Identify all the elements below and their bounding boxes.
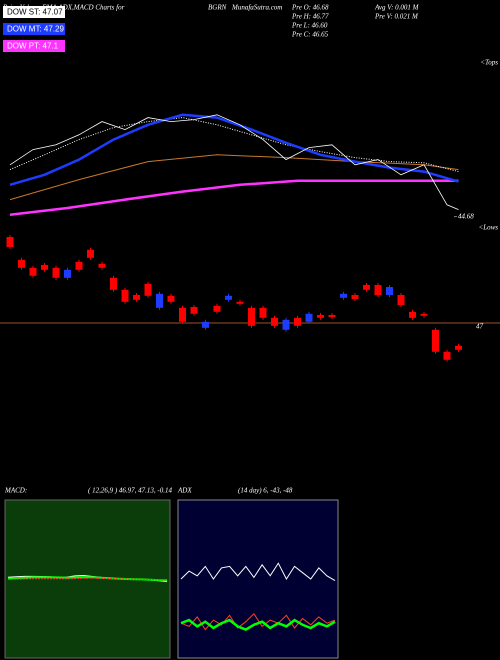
- candle-body: [340, 293, 347, 298]
- legend-box: [3, 23, 65, 35]
- series-line: [180, 562, 336, 582]
- candle-body: [363, 285, 370, 290]
- candle-body: [282, 319, 290, 330]
- adx-frame: [177, 499, 339, 659]
- candle-body: [52, 267, 60, 278]
- volume-stat: Avg V: 0.001 M: [374, 4, 420, 12]
- series-line: [180, 613, 336, 631]
- candle-body: [6, 237, 14, 247]
- y-tick-label: 47: [476, 323, 484, 331]
- series-line: [9, 113, 459, 187]
- prev-stat: Pre H: 46.77: [291, 13, 329, 21]
- series-line: [7, 577, 168, 581]
- candle-body: [225, 295, 232, 300]
- candle-body: [443, 351, 451, 360]
- lows-label: <Lows: [478, 224, 498, 232]
- candle-body: [121, 289, 129, 302]
- volume-stat: Pre V: 0.021 M: [374, 13, 419, 21]
- symbol: BGRN: [208, 4, 227, 12]
- candle-body: [18, 259, 25, 268]
- legend-label: DOW MT: 47.29: [7, 25, 64, 34]
- candle-body: [167, 295, 175, 302]
- macd-frame: [4, 499, 171, 659]
- series-line: [9, 179, 459, 217]
- candle-body: [110, 277, 117, 290]
- candle-body: [190, 307, 198, 314]
- series-line: [9, 117, 459, 173]
- candle-body: [87, 249, 94, 258]
- candle-body: [271, 317, 278, 326]
- candle-body: [294, 317, 301, 326]
- candle-body: [75, 261, 83, 270]
- candle-body: [179, 307, 186, 322]
- candle-body: [317, 315, 324, 318]
- candle-body: [432, 329, 439, 352]
- panel-background: [178, 500, 338, 658]
- candle-body: [29, 267, 37, 276]
- site: MunafaSutra.com: [231, 4, 282, 12]
- prev-stat: Pre O: 46.68: [291, 4, 329, 12]
- candle-body: [133, 295, 140, 300]
- candle-body: [213, 305, 221, 312]
- panel-params: (14 day) 6, -43, -48: [238, 487, 293, 495]
- candle-body: [156, 293, 163, 308]
- legend-label: DOW ST: 47.07: [7, 8, 63, 17]
- candle-body: [351, 295, 359, 299]
- y-tick-label: 44.68: [458, 212, 474, 220]
- legend-label: DOW PT: 47.1: [7, 42, 59, 51]
- series-line: [9, 154, 459, 201]
- prev-stat: Pre C: 46.65: [291, 31, 329, 39]
- panel-params: ( 12,26,9 ) 46.97, 47.13, -0.14: [88, 487, 172, 495]
- candle-body: [374, 285, 382, 295]
- candle-body: [202, 321, 209, 328]
- candle-body: [98, 263, 106, 268]
- panel-name: MACD:: [4, 487, 27, 495]
- candle-body: [397, 295, 405, 305]
- candle-body: [420, 313, 428, 316]
- prev-stat: Pre L: 46.60: [291, 22, 328, 30]
- legend-box: [3, 6, 65, 18]
- candle-body: [455, 345, 462, 350]
- candle-body: [259, 307, 267, 318]
- series-line: [9, 114, 459, 210]
- legend-box: [3, 40, 65, 52]
- candle-body: [409, 311, 416, 318]
- panel-name: ADX: [177, 487, 192, 495]
- candle-body: [328, 315, 336, 317]
- tops-label: <Tops: [480, 59, 498, 67]
- candle-body: [236, 301, 244, 304]
- candle-body: [41, 265, 48, 270]
- candle-body: [305, 313, 313, 322]
- candle-body: [64, 269, 71, 278]
- candle-body: [144, 283, 152, 296]
- candle-body: [386, 287, 393, 295]
- candle-body: [248, 307, 255, 326]
- series-line: [180, 618, 336, 631]
